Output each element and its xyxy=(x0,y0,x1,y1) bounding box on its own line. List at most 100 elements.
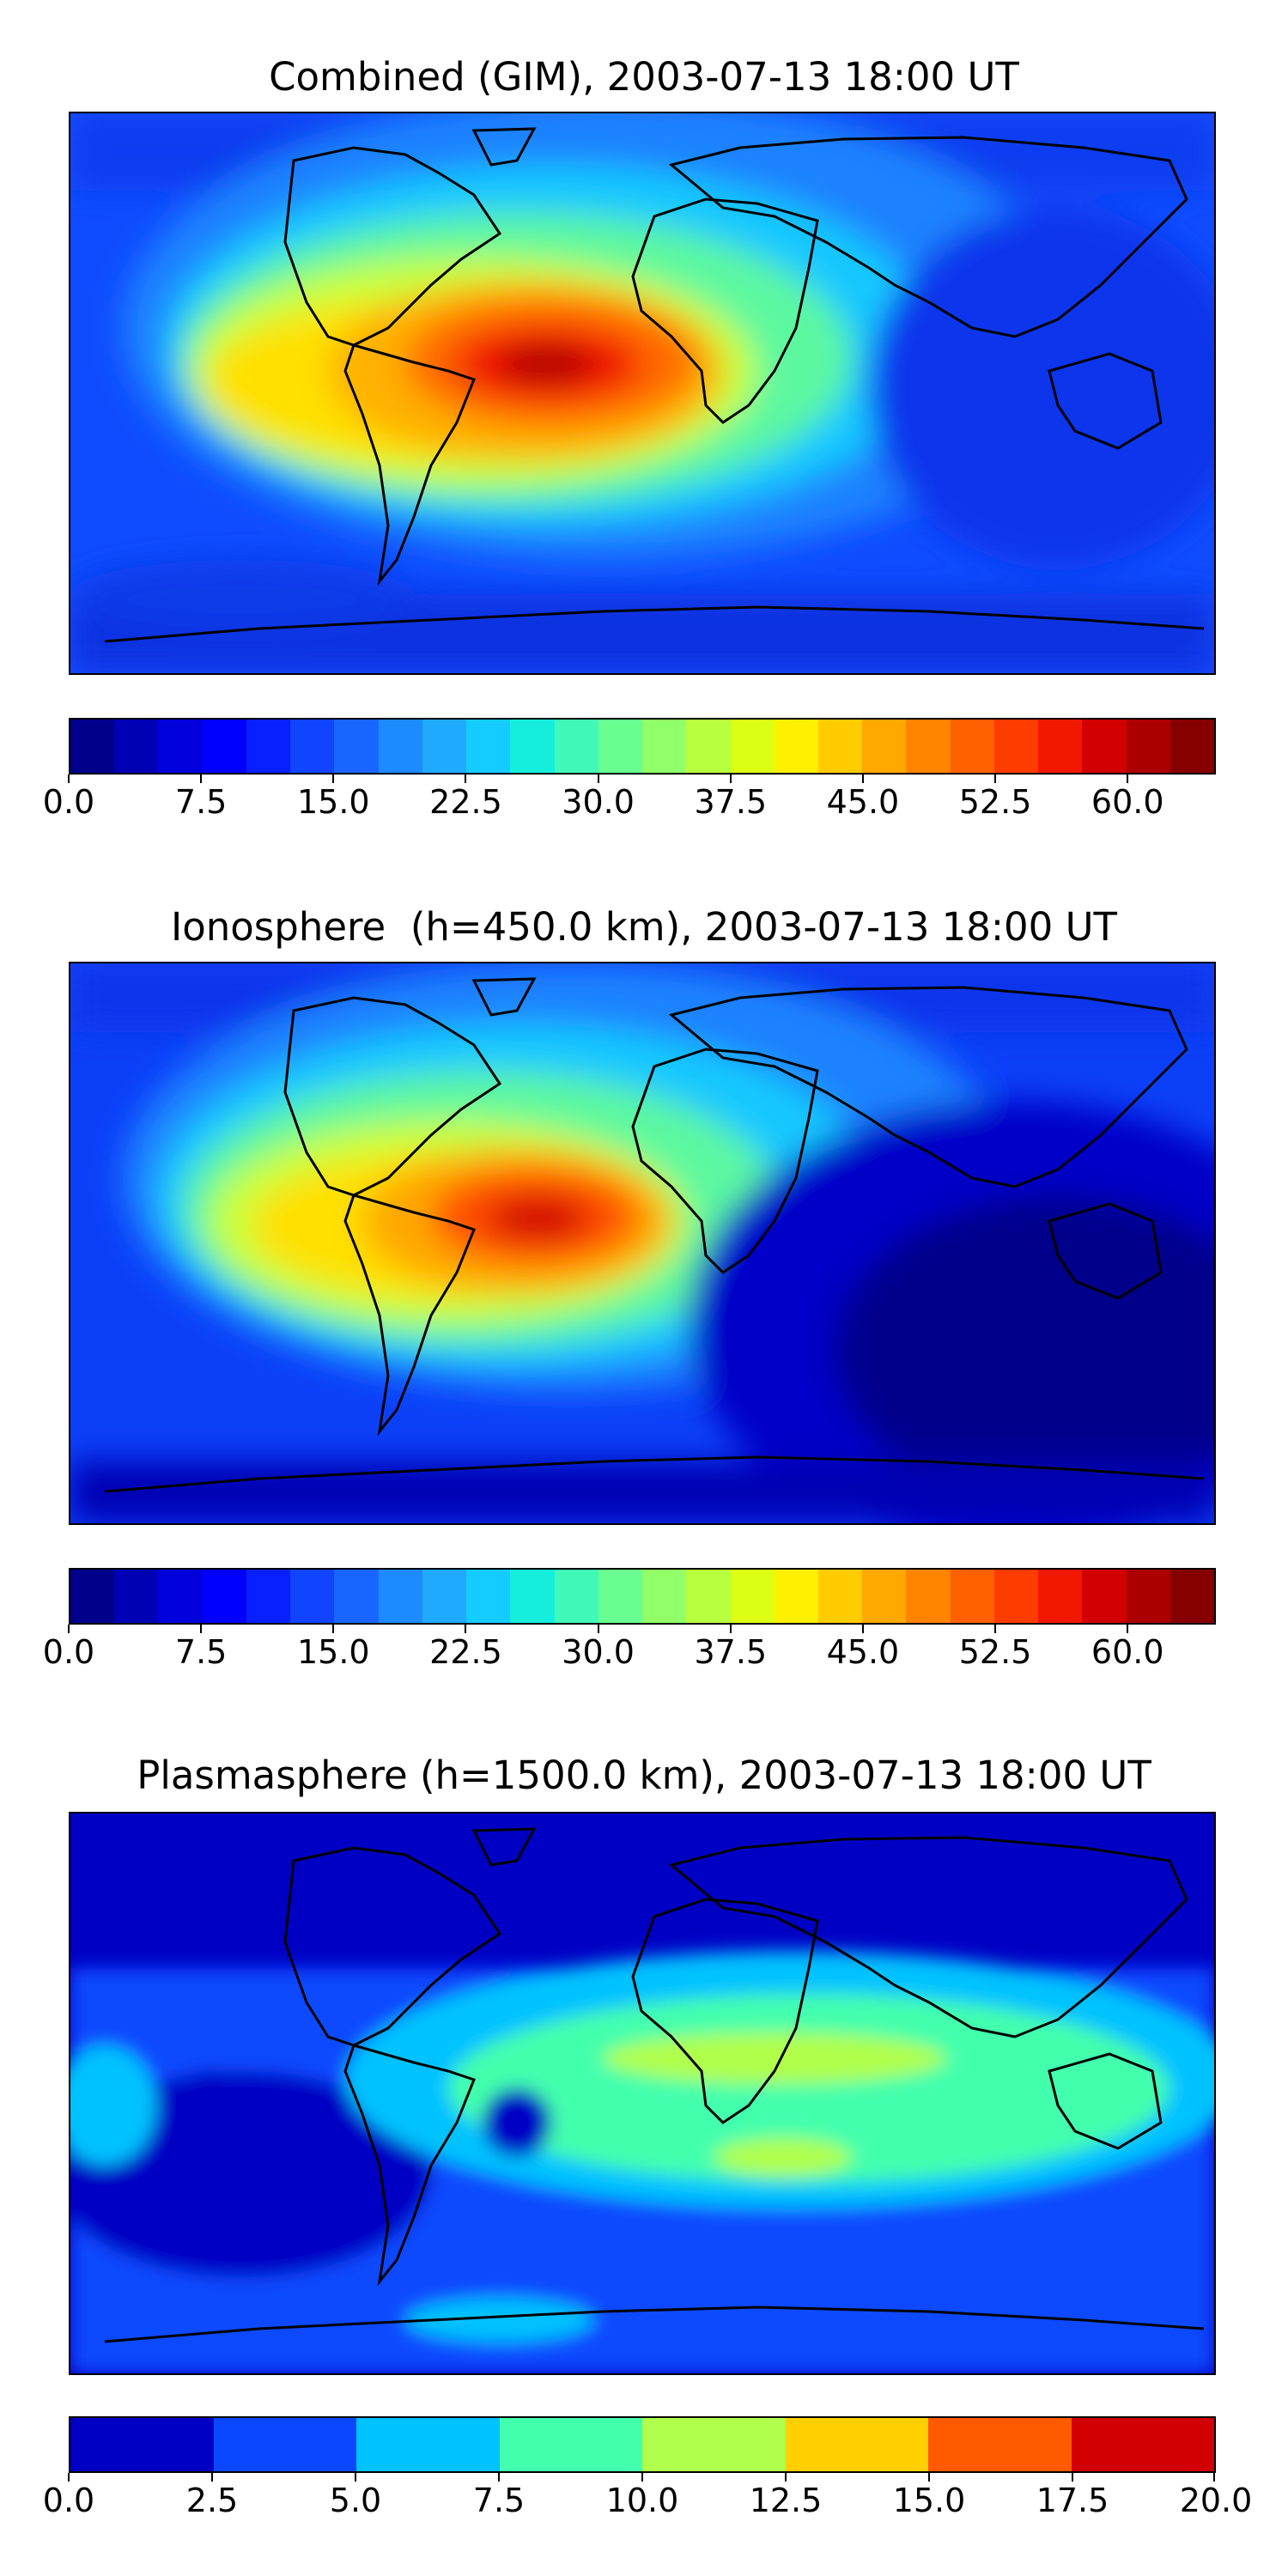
colorbar-tick-label: 0.0 xyxy=(42,783,95,821)
colorbar-segment xyxy=(356,2418,500,2471)
colorbar-tick xyxy=(332,775,335,783)
colorbar-segment xyxy=(950,1570,994,1623)
colorbar-segment xyxy=(686,720,731,773)
colorbar-tick-label: 22.5 xyxy=(429,783,502,821)
colorbar-segment xyxy=(598,1570,643,1623)
colorbar-segment xyxy=(862,1570,907,1623)
colorbar-tick-label: 15.0 xyxy=(296,1633,370,1671)
colorbar-tick xyxy=(994,775,997,783)
colorbar-segment xyxy=(598,720,643,773)
coastline-ionosphere xyxy=(104,977,1205,1493)
colorbar-tick-label: 0.0 xyxy=(42,2482,95,2519)
colorbar-segment xyxy=(642,1570,687,1623)
colorbar-tick-label: 10.0 xyxy=(605,2482,679,2519)
colorbar-tick-label: 60.0 xyxy=(1091,783,1164,821)
colorbar-tick-label: 15.0 xyxy=(892,2482,966,2519)
colorbar-segment xyxy=(466,720,511,773)
colorbar-segment xyxy=(642,2418,786,2471)
map-plasmasphere xyxy=(69,1812,1216,2375)
panel-title-ionosphere: Ionosphere (h=450.0 km), 2003-07-13 18:0… xyxy=(170,904,1118,950)
colorbar-segment xyxy=(378,720,422,773)
colorbar-segment xyxy=(785,2418,928,2471)
colorbar-segment xyxy=(70,1570,115,1623)
colorbar-segment xyxy=(730,720,775,773)
colorbar-tick-label: 20.0 xyxy=(1179,2482,1253,2519)
colorbar-segment xyxy=(114,720,159,773)
colorbar-segment xyxy=(246,1570,291,1623)
colorbar-plasmasphere xyxy=(69,2416,1216,2473)
colorbar-segment xyxy=(158,720,203,773)
colorbar-tick-label: 37.5 xyxy=(694,783,768,821)
colorbar-segment xyxy=(906,1570,951,1623)
colorbar-segment xyxy=(862,720,907,773)
colorbar-tick-label: 0.0 xyxy=(42,1633,95,1671)
colorbar-tick-label: 52.5 xyxy=(958,1633,1032,1671)
colorbar-segment xyxy=(1038,720,1083,773)
panel-title-combined: Combined (GIM), 2003-07-13 18:00 UT xyxy=(269,54,1019,100)
colorbar-tick xyxy=(928,2473,930,2482)
colorbar-tick-label: 17.5 xyxy=(1036,2482,1109,2519)
colorbar-tick xyxy=(332,1625,335,1633)
colorbar-segment xyxy=(1126,1570,1170,1623)
colorbar-segment xyxy=(1071,2418,1214,2471)
coastline-plasmasphere xyxy=(104,1827,1205,2343)
colorbar-tick-label: 37.5 xyxy=(694,1633,768,1671)
colorbar-segment xyxy=(499,2418,642,2471)
colorbar-tick xyxy=(861,1625,864,1633)
colorbar-tick-label: 45.0 xyxy=(826,1633,900,1671)
colorbar-segment xyxy=(686,1570,731,1623)
colorbar-combined xyxy=(69,718,1216,775)
colorbar-tick-label: 7.5 xyxy=(174,783,228,821)
colorbar-segment xyxy=(510,720,555,773)
colorbar-tick-label: 45.0 xyxy=(826,783,900,821)
colorbar-tick xyxy=(68,1625,70,1633)
colorbar-tick xyxy=(1127,775,1129,783)
colorbar-segment xyxy=(730,1570,775,1623)
coastline-combined xyxy=(104,127,1205,643)
colorbar-tick xyxy=(729,1625,732,1633)
colorbar-tick-label: 12.5 xyxy=(749,2482,823,2519)
colorbar-tick xyxy=(1213,2473,1215,2482)
map-ionosphere-svg xyxy=(70,963,1214,1523)
colorbar-tick xyxy=(994,1625,997,1633)
colorbar-segment xyxy=(334,720,379,773)
colorbar-segment xyxy=(70,2418,214,2471)
colorbar-tick xyxy=(200,775,203,783)
colorbar-segment xyxy=(466,1570,511,1623)
colorbar-segment xyxy=(817,1570,863,1623)
colorbar-tick xyxy=(498,2473,500,2482)
colorbar-segment xyxy=(290,1570,335,1623)
colorbar-tick xyxy=(597,1625,599,1633)
colorbar-segment xyxy=(114,1570,159,1623)
colorbar-segment xyxy=(158,1570,203,1623)
colorbar-segment xyxy=(378,1570,422,1623)
map-combined-svg xyxy=(70,113,1214,673)
colorbar-segment xyxy=(993,720,1039,773)
colorbar-segment xyxy=(213,2418,356,2471)
colorbar-tick-label: 15.0 xyxy=(296,783,370,821)
colorbar-tick-label: 5.0 xyxy=(329,2482,382,2519)
colorbar-tick xyxy=(785,2473,787,2482)
colorbar-tick xyxy=(465,775,467,783)
colorbar-tick-label: 7.5 xyxy=(174,1633,228,1671)
colorbar-segment xyxy=(1170,720,1214,773)
colorbar-segment xyxy=(928,2418,1072,2471)
colorbar-segment xyxy=(510,1570,555,1623)
colorbar-segment xyxy=(1082,1570,1127,1623)
colorbar-tick xyxy=(200,1625,203,1633)
colorbar-segment xyxy=(422,720,467,773)
colorbar-segment xyxy=(774,1570,818,1623)
colorbar-tick xyxy=(68,775,70,783)
colorbar-ionosphere xyxy=(69,1568,1216,1625)
colorbar-segment xyxy=(70,720,115,773)
colorbar-segment xyxy=(642,720,687,773)
colorbar-segment xyxy=(1038,1570,1083,1623)
colorbar-segment xyxy=(290,720,335,773)
colorbar-segment xyxy=(817,720,863,773)
colorbar-segment xyxy=(554,1570,598,1623)
colorbar-tick-label: 30.0 xyxy=(562,783,635,821)
colorbar-segment xyxy=(202,1570,246,1623)
colorbar-segment xyxy=(1082,720,1127,773)
colorbar-tick xyxy=(1072,2473,1073,2482)
colorbar-tick xyxy=(861,775,864,783)
